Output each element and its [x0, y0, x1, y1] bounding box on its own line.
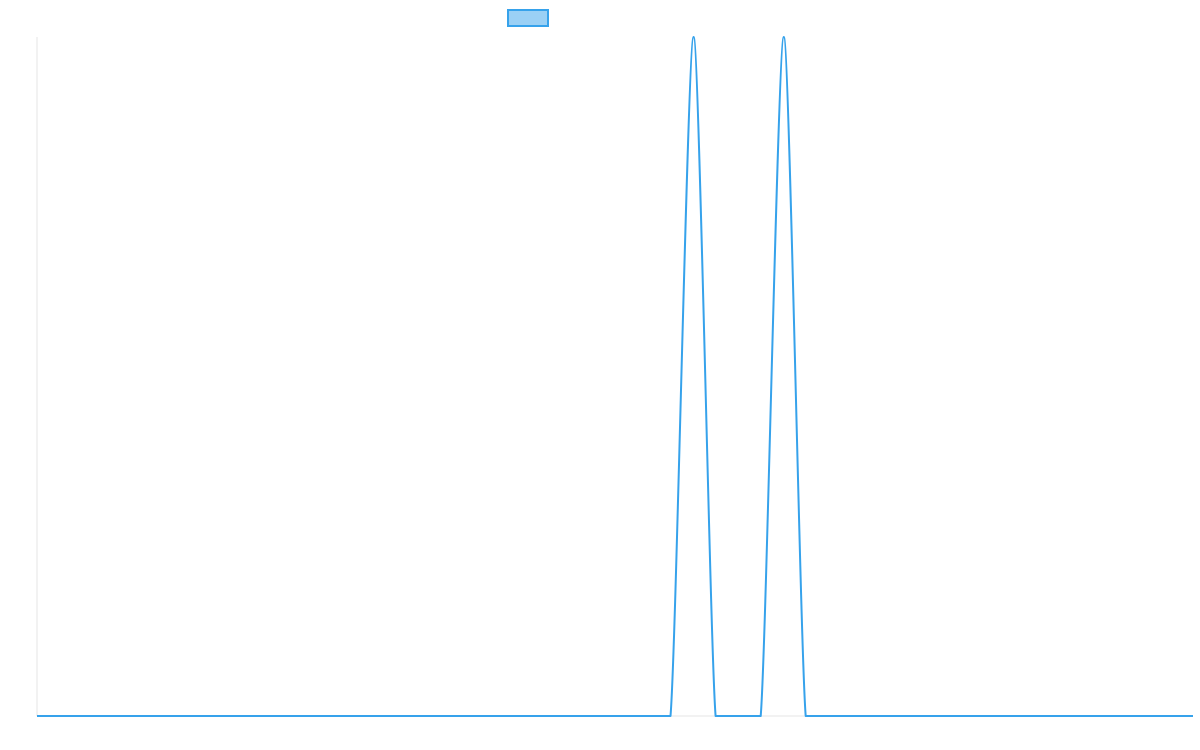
plot-area: [37, 36, 1193, 717]
legend[interactable]: [507, 9, 549, 27]
legend-swatch[interactable]: [507, 9, 549, 27]
axes: [36, 37, 1193, 717]
series-line: [37, 36, 1193, 717]
